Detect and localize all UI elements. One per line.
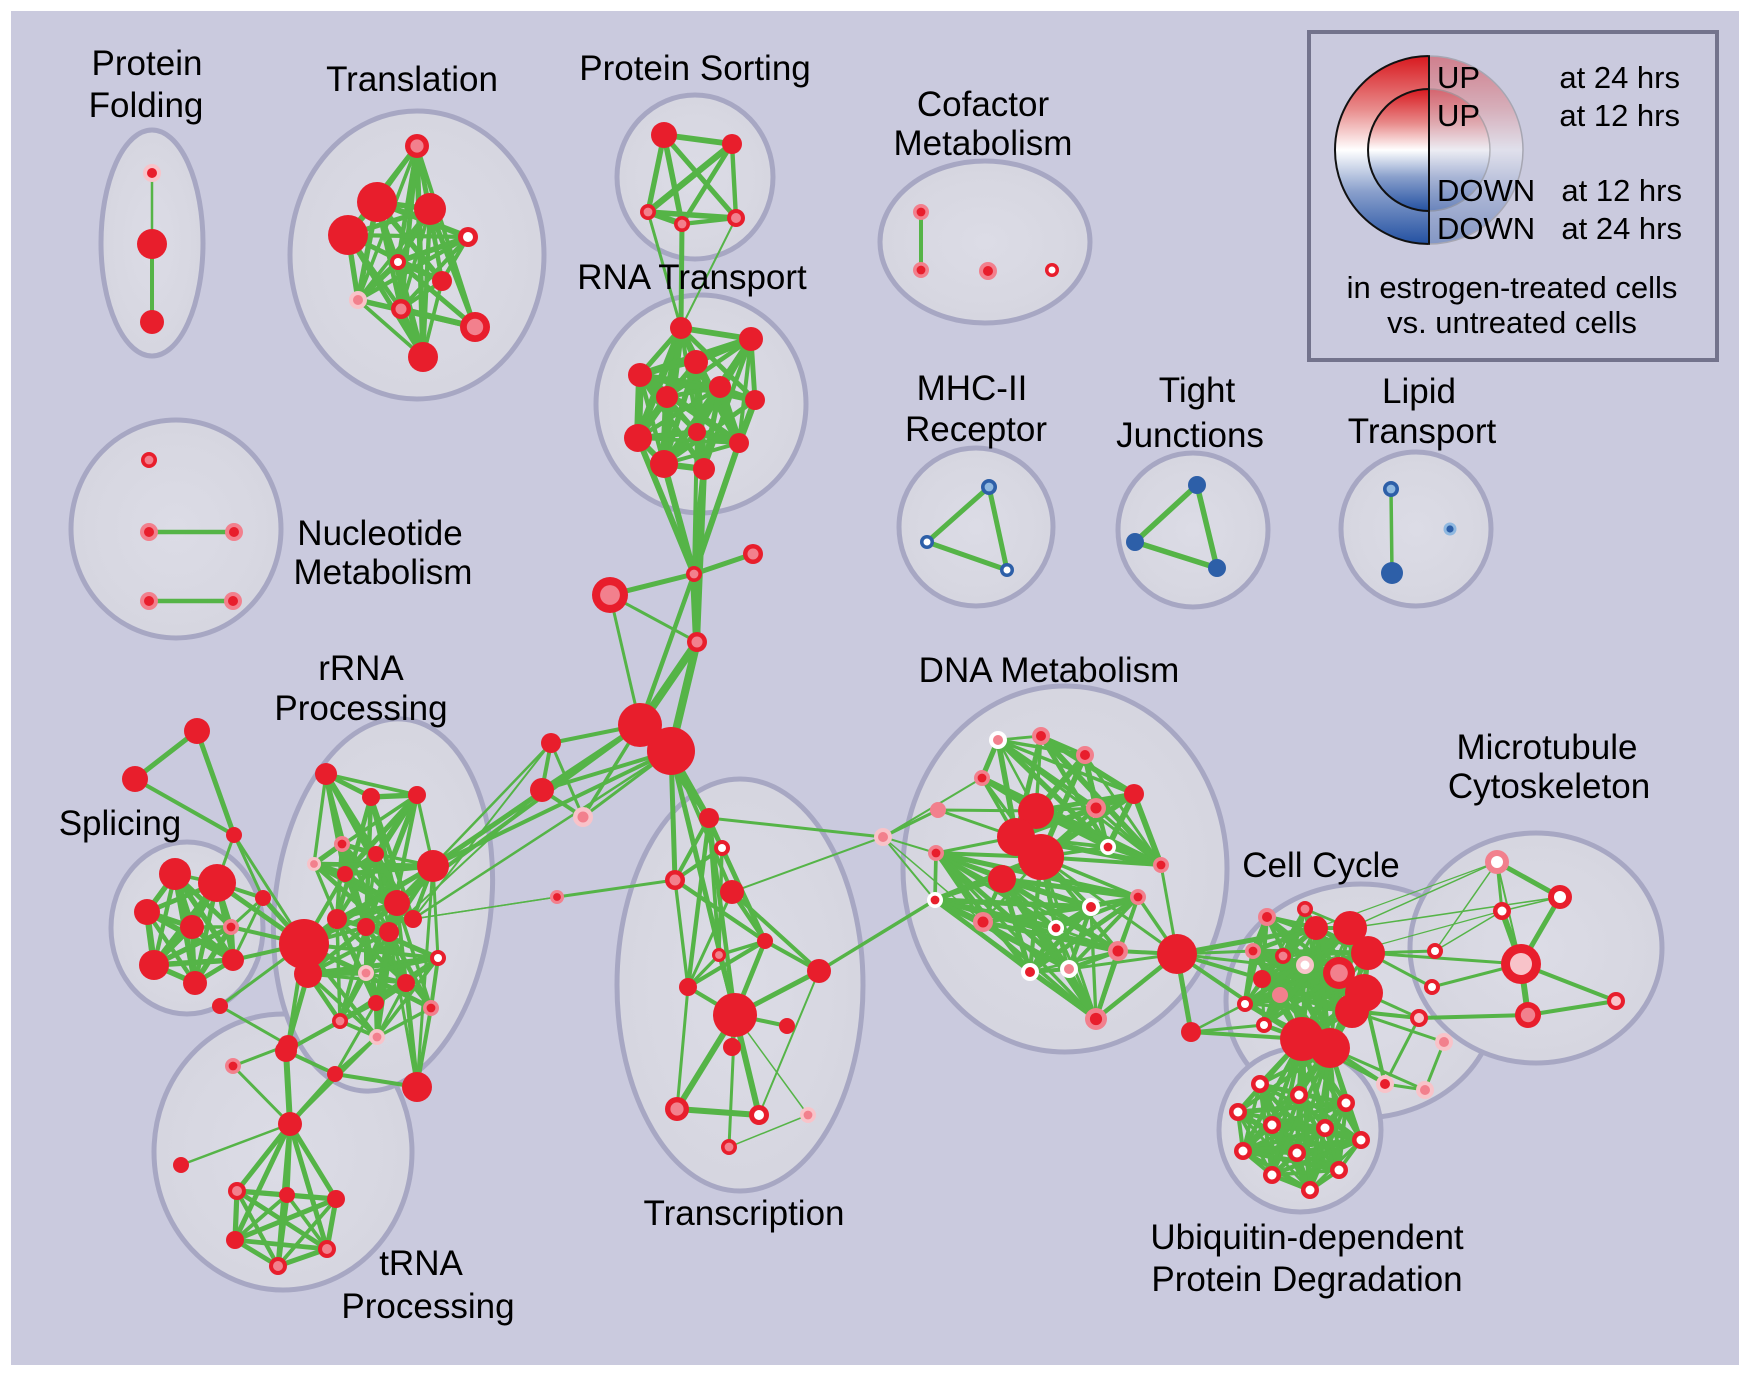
svg-text:in estrogen-treated cells: in estrogen-treated cells [1347,270,1678,305]
svg-text:Microtubule: Microtubule [1457,728,1638,767]
svg-text:Cofactor: Cofactor [917,85,1050,124]
svg-text:at 24 hrs: at 24 hrs [1561,211,1682,246]
svg-text:at 12 hrs: at 12 hrs [1561,173,1682,208]
svg-text:UP: UP [1437,60,1480,95]
svg-text:rRNA: rRNA [318,649,404,688]
svg-text:Processing: Processing [341,1287,514,1326]
svg-text:Nucleotide: Nucleotide [297,514,462,553]
svg-text:Transport: Transport [1348,412,1497,451]
svg-text:Tight: Tight [1159,371,1236,410]
svg-text:Cytoskeleton: Cytoskeleton [1448,767,1650,806]
svg-text:Translation: Translation [326,60,498,99]
svg-text:Junctions: Junctions [1116,416,1264,455]
svg-text:Receptor: Receptor [905,410,1047,449]
svg-text:at 12 hrs: at 12 hrs [1559,98,1680,133]
svg-text:Protein: Protein [92,44,203,83]
svg-text:vs. untreated cells: vs. untreated cells [1387,305,1637,340]
svg-text:Protein Sorting: Protein Sorting [579,49,811,88]
svg-text:DOWN: DOWN [1437,173,1535,208]
svg-text:Metabolism: Metabolism [294,553,473,592]
svg-text:Transcription: Transcription [644,1194,845,1233]
svg-text:MHC-II: MHC-II [917,369,1028,408]
svg-text:UP: UP [1437,98,1480,133]
svg-text:Processing: Processing [274,689,447,728]
svg-text:Lipid: Lipid [1382,372,1456,411]
svg-text:tRNA: tRNA [379,1244,463,1283]
svg-text:Ubiquitin-dependent: Ubiquitin-dependent [1150,1218,1464,1257]
svg-text:RNA Transport: RNA Transport [577,258,807,297]
svg-text:at 24 hrs: at 24 hrs [1559,60,1680,95]
svg-text:Protein Degradation: Protein Degradation [1151,1260,1462,1299]
svg-text:Folding: Folding [89,86,204,125]
svg-text:Splicing: Splicing [59,804,182,843]
svg-text:DNA Metabolism: DNA Metabolism [919,651,1180,690]
svg-text:DOWN: DOWN [1437,211,1535,246]
svg-text:Metabolism: Metabolism [894,124,1073,163]
svg-text:Cell Cycle: Cell Cycle [1242,846,1400,885]
